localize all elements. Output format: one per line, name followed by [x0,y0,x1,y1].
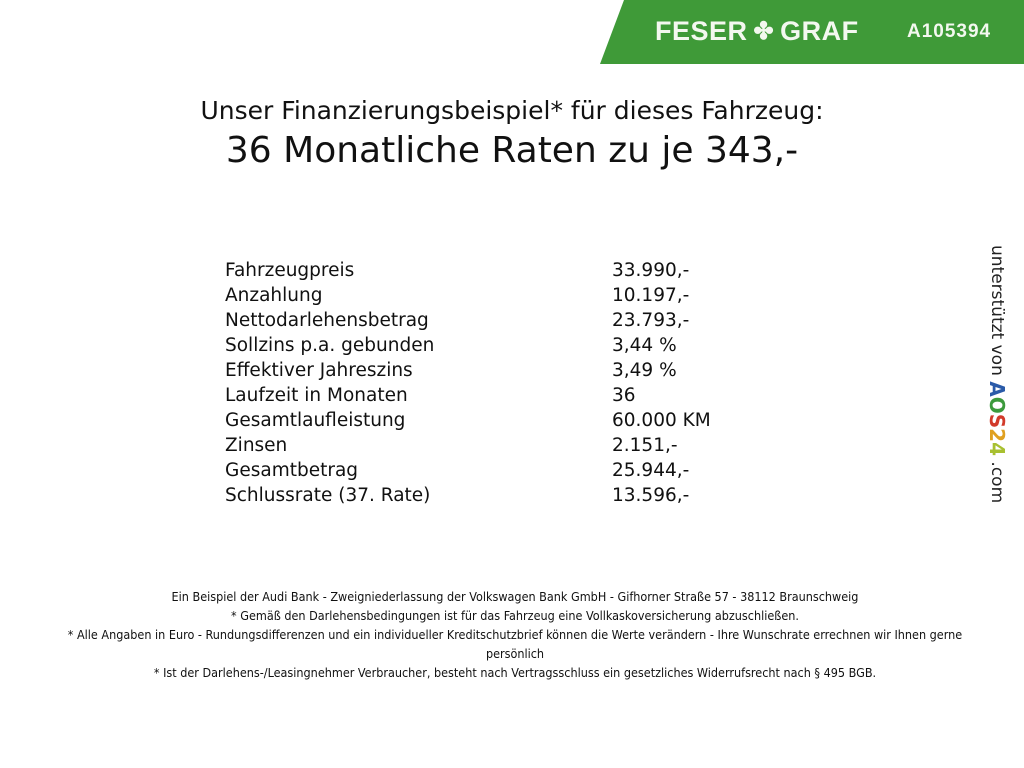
row-value: 60.000 KM [612,410,711,431]
logo-letter: O [985,396,1009,414]
table-row: Effektiver Jahreszins 3,49 % [225,358,711,383]
row-label: Anzahlung [225,285,323,306]
table-row: Fahrzeugpreis 33.990,- [225,258,711,283]
supported-by-text: unterstützt von [987,245,1007,376]
row-value: 36 [612,385,636,406]
table-row: Schlussrate (37. Rate) 13.596,- [225,483,711,508]
row-value: 33.990,- [612,260,690,281]
row-value: 3,49 % [612,360,677,381]
row-label: Fahrzeugpreis [225,260,355,281]
table-row: Laufzeit in Monaten 36 [225,383,711,408]
logo-letter: 2 [985,428,1009,443]
title-line2: 36 Monatliche Raten zu je 343,- [225,130,799,171]
row-value: 25.944,- [612,460,690,481]
row-value: 10.197,- [612,285,690,306]
row-label: Sollzins p.a. gebunden [225,335,435,356]
row-value: 2.151,- [612,435,678,456]
row-value: 23.793,- [612,310,690,331]
row-label: Zinsen [225,435,288,456]
footer-line: * Alle Angaben in Euro - Rundungsdiffere… [67,627,963,661]
table-row: Anzahlung 10.197,- [225,283,711,308]
row-label: Laufzeit in Monaten [225,385,408,406]
table-row: Gesamtlaufleistung 60.000 KM [225,408,711,433]
row-label: Effektiver Jahreszins [225,360,413,381]
row-label: Nettodarlehensbetrag [225,310,429,331]
footer-line: * Ist der Darlehens-/Leasingnehmer Verbr… [153,665,877,680]
aos24-suffix: .com [987,461,1007,504]
table-row: Nettodarlehensbetrag 23.793,- [225,308,711,333]
title-line1: Unser Finanzierungsbeispiel* für dieses … [200,96,824,125]
row-label: Gesamtlaufleistung [225,410,406,431]
logo-letter: 4 [985,442,1009,457]
row-label: Schlussrate (37. Rate) [225,485,431,506]
brand-left: FESER [655,16,748,46]
clover-icon: ✤ [753,18,775,45]
finance-table: Fahrzeugpreis 33.990,- Anzahlung 10.197,- Ne… [225,258,711,508]
footer-disclaimer: Ein Beispiel der Audi Bank - Zweignieder… [40,587,990,682]
table-row: Sollzins p.a. gebunden 3,44 % [225,333,711,358]
logo-letter: S [985,413,1009,429]
aos24-logo: AOS24 [985,381,1009,456]
feser-graf-logo: FESER ✤ GRAF [655,16,859,47]
row-label: Gesamtbetrag [225,460,359,481]
table-row: Gesamtbetrag 25.944,- [225,458,711,483]
table-row: Zinsen 2.151,- [225,433,711,458]
vehicle-code: A105394 [907,21,992,42]
brand-right: GRAF [780,16,859,46]
header-banner [600,0,1024,64]
row-value: 3,44 % [612,335,677,356]
footer-line: Ein Beispiel der Audi Bank - Zweignieder… [171,589,859,604]
logo-letter: A [985,381,1009,397]
row-value: 13.596,- [612,485,690,506]
supported-by: unterstützt von AOS24 .com [985,245,1009,503]
footer-line: * Gemäß den Darlehensbedingungen ist für… [231,608,799,623]
